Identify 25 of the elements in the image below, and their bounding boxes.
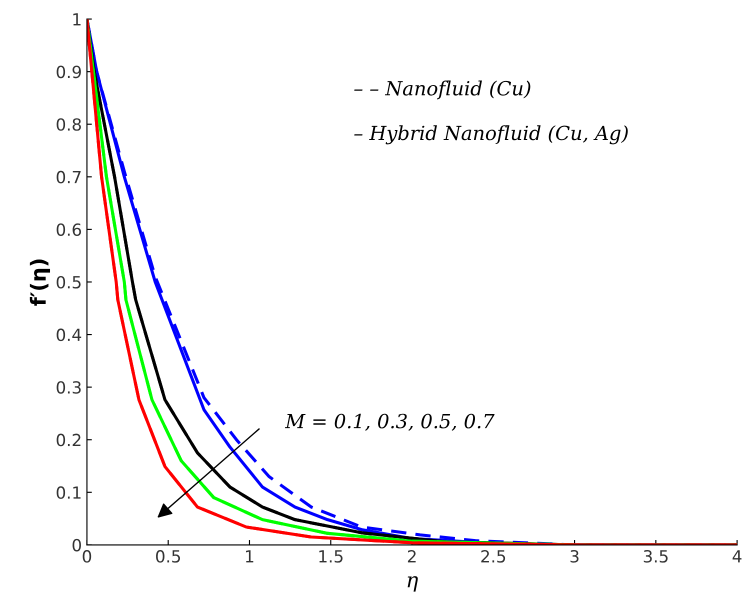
x-tick-label: 1 [246,550,254,562]
x-tick-label: 2 [408,550,416,562]
y-tick-label: 0 [72,538,81,552]
x-axis-title: η [408,576,418,592]
annotation: M = 0.1, 0.3, 0.5, 0.7 [284,414,495,431]
y-tick-label: 0.9 [56,66,81,78]
y-tick-label: 0.5 [56,276,81,289]
annotation: – – Nanofluid (Cu) [354,80,530,100]
x-tick-label: 0.5 [156,550,180,563]
x-tick-label: 0 [82,550,92,563]
annotation: – Hybrid Nanofluid (Cu, Ag) [354,125,628,144]
x-tick-label: 4 [732,550,742,562]
y-tick-label: 0.4 [56,328,82,342]
y-tick-label: 0.8 [56,118,81,131]
y-tick-label: 0.3 [56,381,81,394]
x-tick-label: 2.5 [481,550,506,563]
y-tick-label: 0.7 [56,170,81,184]
y-axis-title: f′(η) [30,260,50,306]
x-tick-label: 3.5 [644,550,668,563]
x-tick-label: 1.5 [319,550,343,563]
y-tick-label: 0.2 [56,434,80,446]
y-tick-label: 0.6 [56,223,82,236]
x-tick-label: 3 [570,550,579,563]
y-tick-label: 0.1 [56,486,81,499]
y-tick-label: 1 [73,13,81,26]
